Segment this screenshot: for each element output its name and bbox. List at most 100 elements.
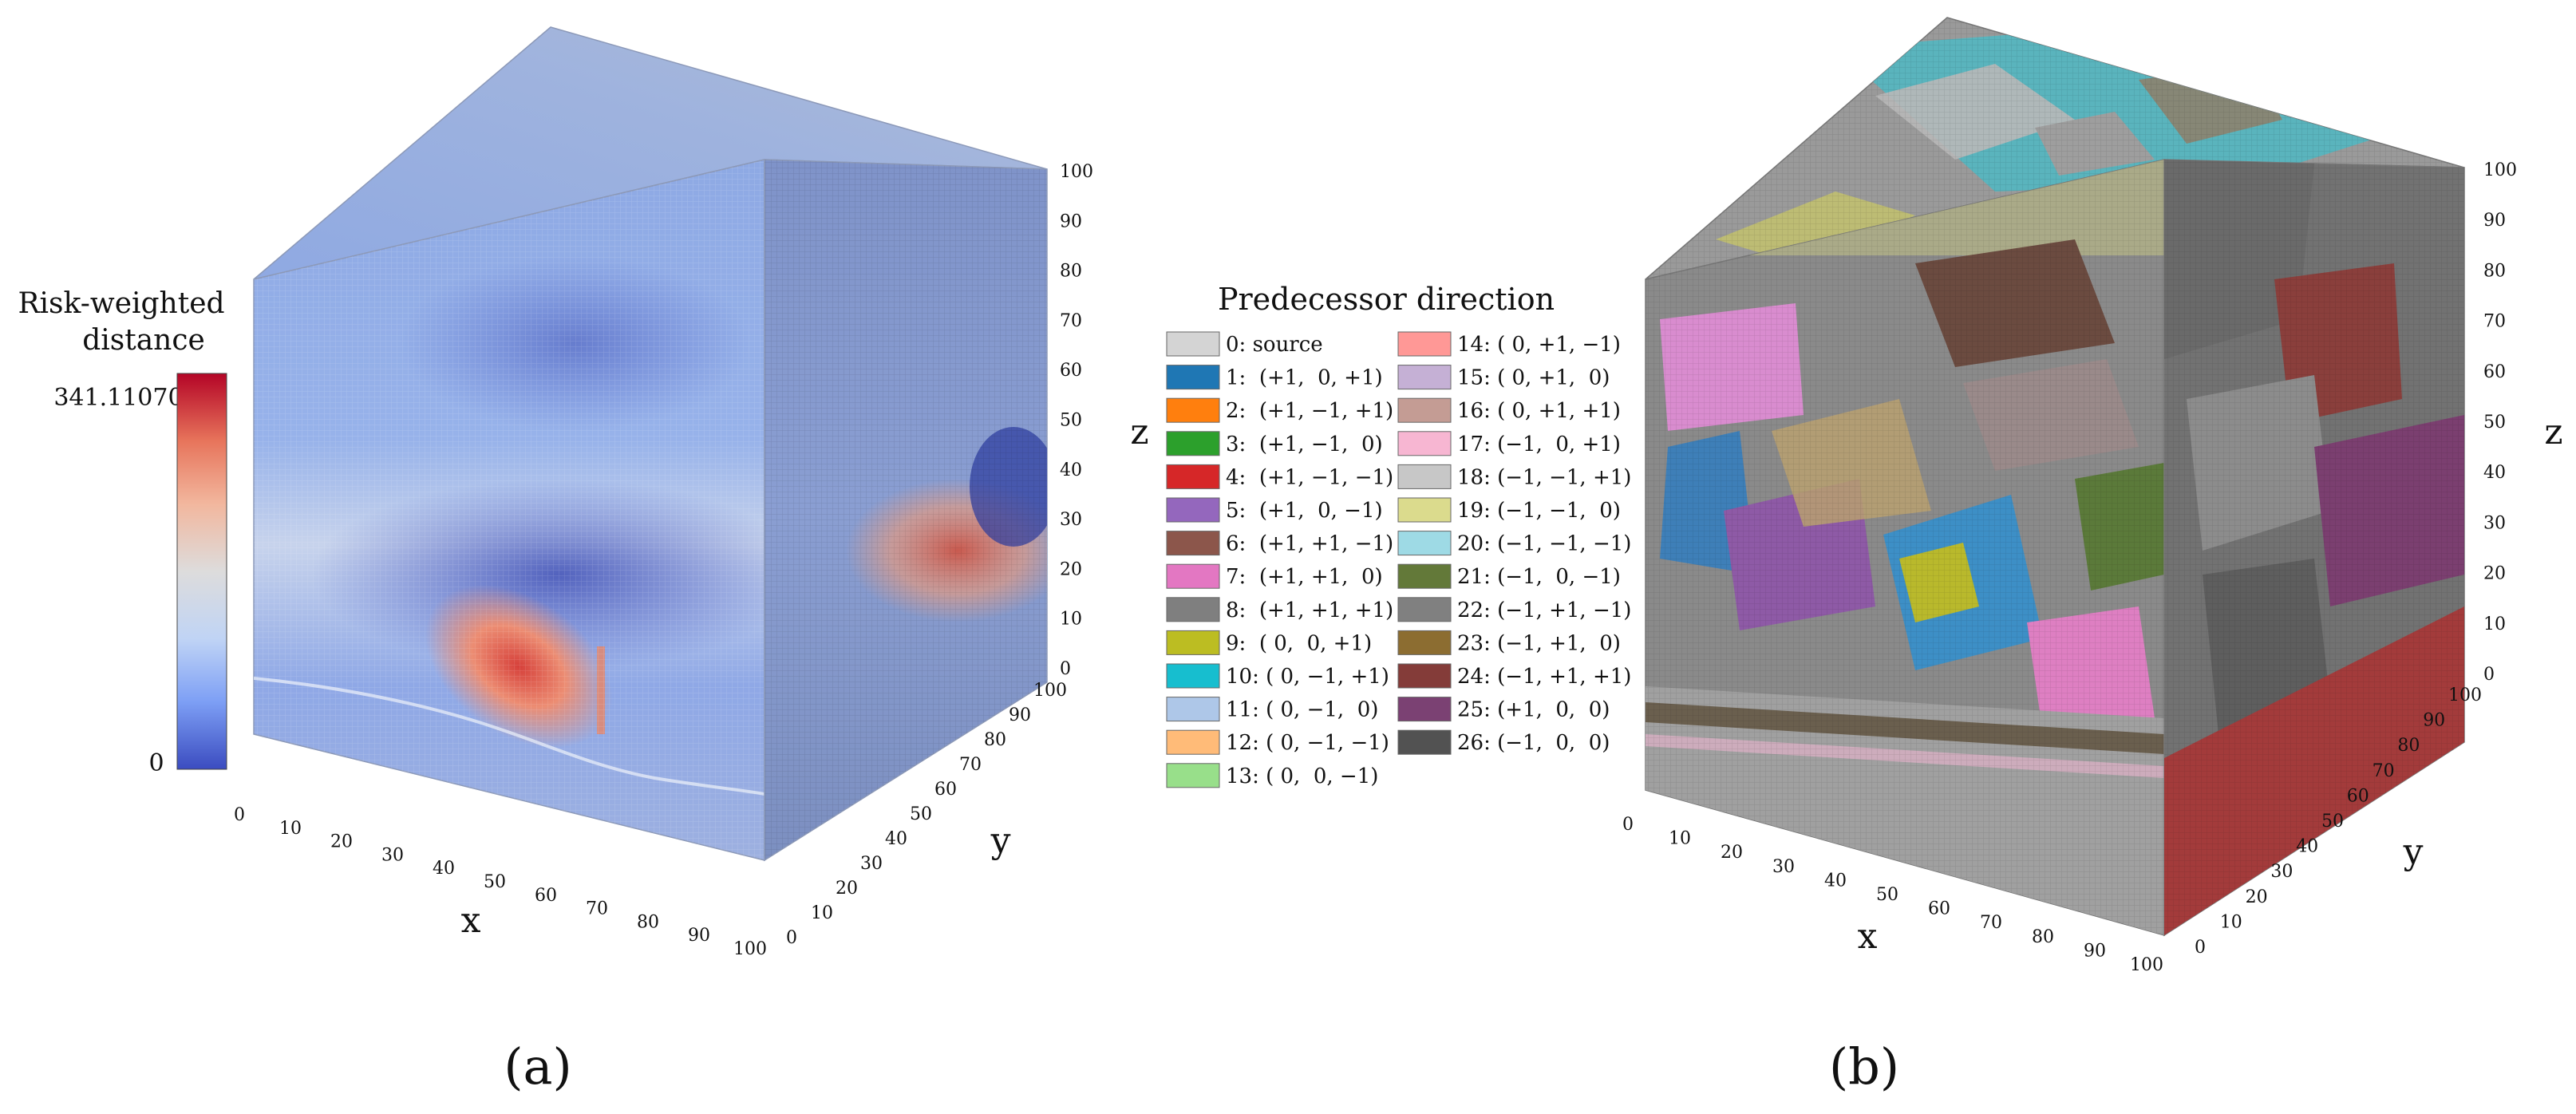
z-tick: 20 bbox=[2483, 564, 2506, 584]
z-tick: 80 bbox=[2483, 261, 2506, 281]
legend-item: 9: ( 0, 0, +1) bbox=[1166, 630, 1372, 655]
colorbar: Risk-weighted distance 341.110704 0 bbox=[18, 287, 227, 777]
legend-label: 8: (+1, +1, +1) bbox=[1226, 598, 1393, 622]
legend-swatch bbox=[1166, 431, 1220, 456]
panel-b-zlabel: z bbox=[2544, 412, 2562, 452]
x-tick: 0 bbox=[1622, 815, 1634, 835]
panel-a-ylabel: y bbox=[990, 820, 1011, 861]
legend-label: 10: ( 0, −1, +1) bbox=[1226, 665, 1389, 689]
x-tick: 20 bbox=[330, 832, 353, 852]
z-tick: 40 bbox=[1060, 460, 1082, 480]
legend-label: 13: ( 0, 0, −1) bbox=[1226, 764, 1378, 788]
z-tick: 60 bbox=[2483, 362, 2506, 382]
x-tick: 80 bbox=[2032, 927, 2054, 947]
legend-item: 18: (−1, −1, +1) bbox=[1397, 464, 1631, 489]
y-tick: 20 bbox=[836, 879, 858, 899]
z-tick: 80 bbox=[1060, 262, 1082, 282]
colorbar-title-line1: Risk-weighted bbox=[18, 287, 224, 320]
x-tick: 40 bbox=[433, 859, 455, 879]
legend-swatch bbox=[1166, 563, 1220, 589]
x-tick: 100 bbox=[2130, 955, 2163, 975]
z-tick: 60 bbox=[1060, 361, 1082, 381]
y-tick: 90 bbox=[1009, 705, 1031, 725]
legend-item: 8: (+1, +1, +1) bbox=[1166, 597, 1393, 622]
x-tick: 30 bbox=[381, 845, 404, 865]
legend-swatch bbox=[1166, 464, 1220, 489]
legend-item: 16: ( 0, +1, +1) bbox=[1397, 397, 1621, 423]
legend-swatch bbox=[1166, 497, 1220, 523]
legend-label: 19: (−1, −1, 0) bbox=[1457, 499, 1621, 523]
y-tick: 10 bbox=[2220, 912, 2242, 932]
legend-swatch bbox=[1397, 464, 1452, 489]
legend-label: 6: (+1, +1, −1) bbox=[1226, 532, 1393, 556]
z-tick: 0 bbox=[2483, 665, 2495, 685]
legend-swatch bbox=[1397, 531, 1452, 556]
y-tick: 80 bbox=[2397, 736, 2420, 756]
y-tick: 0 bbox=[2195, 938, 2206, 958]
legend-item: 3: (+1, −1, 0) bbox=[1166, 431, 1383, 456]
colorbar-min-label: 0 bbox=[148, 749, 164, 777]
legend-item: 2: (+1, −1, +1) bbox=[1166, 397, 1393, 423]
legend: Predecessor direction 0: source 1: (+1, 0… bbox=[1166, 282, 1631, 788]
legend-item: 21: (−1, 0, −1) bbox=[1397, 563, 1621, 589]
panel-b-xlabel: x bbox=[1858, 916, 1878, 957]
z-tick: 30 bbox=[1060, 510, 1082, 530]
colorbar-max-label: 341.110704 bbox=[53, 384, 198, 412]
x-tick: 60 bbox=[1928, 899, 1950, 919]
x-tick: 40 bbox=[1824, 871, 1847, 891]
y-tick: 40 bbox=[885, 829, 907, 849]
z-tick: 0 bbox=[1060, 659, 1071, 679]
legend-label: 16: ( 0, +1, +1) bbox=[1457, 399, 1621, 423]
x-tick: 20 bbox=[1721, 843, 1743, 863]
legend-swatch bbox=[1166, 729, 1220, 755]
legend-item: 26: (−1, 0, 0) bbox=[1397, 729, 1610, 755]
legend-swatch bbox=[1397, 431, 1452, 456]
x-tick: 80 bbox=[637, 912, 659, 932]
y-tick: 100 bbox=[1033, 681, 1067, 701]
legend-item: 5: (+1, 0, −1) bbox=[1166, 497, 1383, 523]
legend-swatch bbox=[1397, 663, 1452, 689]
panel-a-axes: 0102030405060708090100010203040506070809… bbox=[234, 162, 1093, 959]
z-tick: 40 bbox=[2483, 463, 2506, 483]
z-tick: 50 bbox=[1060, 411, 1082, 431]
legend-label: 24: (−1, +1, +1) bbox=[1457, 665, 1631, 689]
legend-label: 9: ( 0, 0, +1) bbox=[1226, 631, 1372, 655]
x-tick: 10 bbox=[279, 819, 302, 839]
legend-swatch bbox=[1166, 597, 1220, 622]
x-tick: 30 bbox=[1772, 857, 1795, 877]
panel-a-xlabel: x bbox=[461, 900, 481, 941]
legend-label: 2: (+1, −1, +1) bbox=[1226, 399, 1393, 423]
z-tick: 10 bbox=[1060, 610, 1082, 630]
legend-item: 23: (−1, +1, 0) bbox=[1397, 630, 1621, 655]
x-tick: 10 bbox=[1669, 829, 1691, 849]
legend-item: 17: (−1, 0, +1) bbox=[1397, 431, 1621, 456]
legend-swatch bbox=[1166, 763, 1220, 788]
legend-label: 17: (−1, 0, +1) bbox=[1457, 433, 1621, 456]
legend-swatch bbox=[1397, 563, 1452, 589]
y-tick: 50 bbox=[910, 804, 932, 824]
colorbar-title-line2: distance bbox=[82, 324, 205, 357]
z-tick: 70 bbox=[2483, 312, 2506, 332]
legend-swatch bbox=[1397, 365, 1452, 390]
panel-a-zlabel: z bbox=[1130, 412, 1148, 452]
x-tick: 50 bbox=[484, 872, 506, 892]
panel-a-label: (a) bbox=[504, 1037, 571, 1096]
x-tick: 90 bbox=[2084, 941, 2106, 961]
legend-swatch bbox=[1397, 331, 1452, 357]
panel-a-cube bbox=[253, 26, 1048, 862]
legend-swatch bbox=[1166, 630, 1220, 655]
legend-item: 11: ( 0, −1, 0) bbox=[1166, 697, 1378, 722]
legend-item: 6: (+1, +1, −1) bbox=[1166, 531, 1393, 556]
y-tick: 50 bbox=[2321, 812, 2344, 832]
y-tick: 30 bbox=[2270, 862, 2293, 882]
legend-item: 4: (+1, −1, −1) bbox=[1166, 464, 1393, 489]
z-tick: 100 bbox=[1060, 162, 1093, 182]
legend-label: 1: (+1, 0, +1) bbox=[1226, 366, 1383, 390]
x-tick: 0 bbox=[234, 805, 245, 825]
z-tick: 30 bbox=[2483, 513, 2506, 533]
legend-item: 0: source bbox=[1166, 331, 1323, 357]
x-tick: 70 bbox=[586, 899, 608, 919]
panel-b-label: (b) bbox=[1829, 1037, 1899, 1096]
legend-item: 14: ( 0, +1, −1) bbox=[1397, 331, 1621, 357]
